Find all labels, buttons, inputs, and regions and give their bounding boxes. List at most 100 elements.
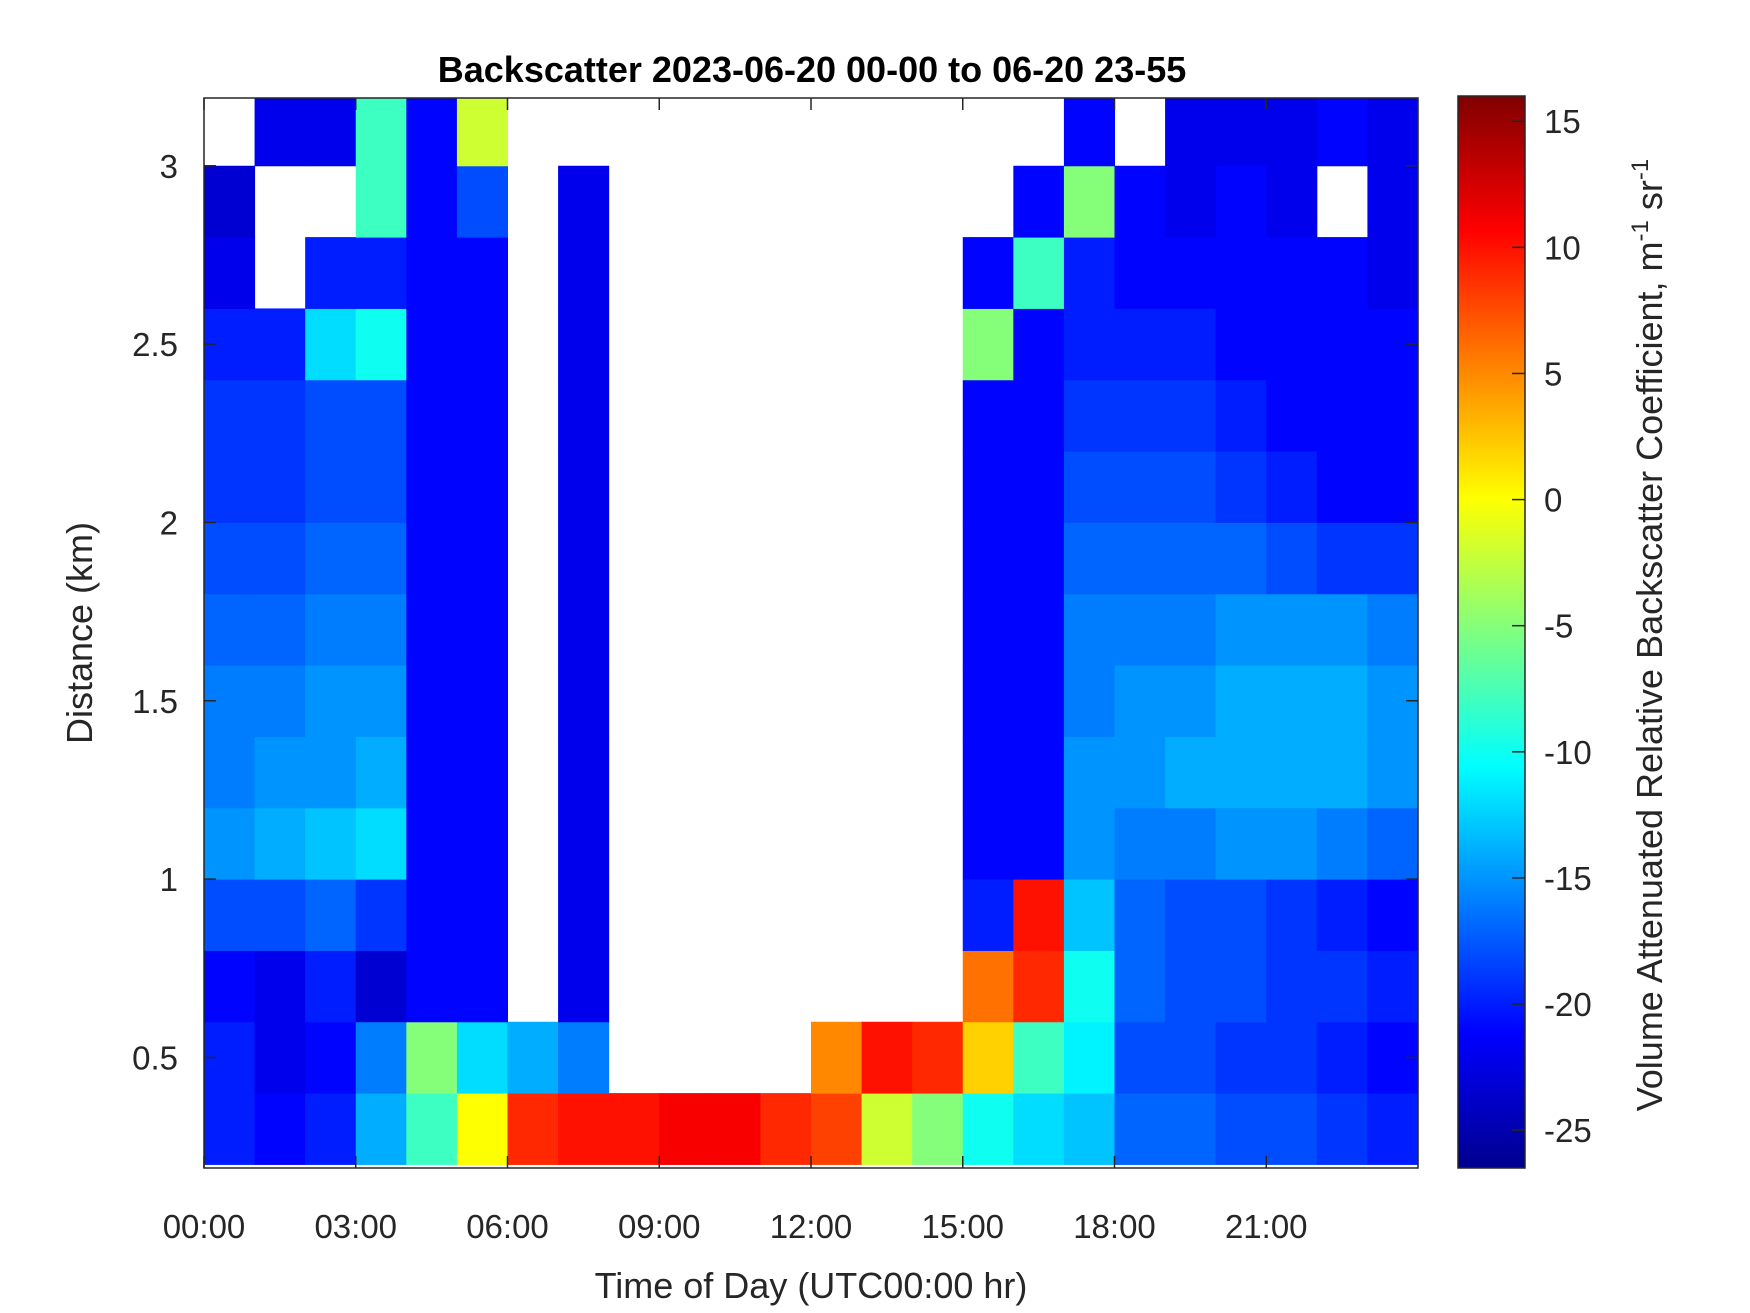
heatmap-cell xyxy=(558,308,610,381)
heatmap-cell xyxy=(1063,308,1115,381)
heatmap-cell xyxy=(1215,807,1267,880)
heatmap-cell xyxy=(305,807,357,880)
heatmap-cell xyxy=(1013,165,1065,238)
heatmap-cell xyxy=(558,665,610,737)
heatmap-cell xyxy=(254,736,306,809)
y-tick-label: 3 xyxy=(160,148,178,185)
heatmap-cell xyxy=(355,165,407,238)
heatmap-cell xyxy=(406,593,458,666)
heatmap-cell xyxy=(254,308,306,381)
heatmap-cell xyxy=(1114,950,1166,1023)
heatmap-cell xyxy=(1165,451,1217,523)
heatmap-cell xyxy=(1316,1093,1368,1165)
heatmap-cell xyxy=(305,379,357,452)
heatmap-cell xyxy=(1114,1093,1166,1165)
heatmap-cell xyxy=(1013,237,1065,309)
heatmap-cell xyxy=(760,1093,812,1165)
heatmap-cell xyxy=(1063,879,1115,951)
heatmap-cell xyxy=(406,1093,458,1165)
heatmap-cell xyxy=(406,665,458,737)
heatmap-cell xyxy=(1316,665,1368,737)
heatmap-cell xyxy=(305,98,357,167)
heatmap-cell xyxy=(962,379,1014,452)
heatmap-cell xyxy=(1316,237,1368,309)
heatmap-cell xyxy=(1165,807,1217,880)
heatmap-cell xyxy=(1316,807,1368,880)
heatmap-cell xyxy=(558,1093,610,1165)
heatmap-cell xyxy=(406,1021,458,1094)
heatmap-cell xyxy=(355,879,407,951)
heatmap-cell xyxy=(558,1021,610,1094)
heatmap-cell xyxy=(608,1093,660,1165)
heatmap-cell xyxy=(1367,165,1419,238)
x-axis-label: Time of Day (UTC00:00 hr) xyxy=(595,1265,1028,1306)
heatmap-cell xyxy=(659,1093,711,1165)
heatmap-cell xyxy=(355,1021,407,1094)
heatmap-cell xyxy=(204,237,256,309)
x-tick-label: 03:00 xyxy=(314,1208,397,1245)
heatmap-cell xyxy=(1316,379,1368,452)
heatmap-cell xyxy=(1063,736,1115,809)
heatmap-cell xyxy=(1215,451,1267,523)
heatmap-cell xyxy=(1114,736,1166,809)
heatmap-cell xyxy=(1114,807,1166,880)
heatmap-cell xyxy=(1165,1093,1217,1165)
heatmap-cell xyxy=(558,165,610,238)
heatmap-cell xyxy=(1165,950,1217,1023)
heatmap-cell xyxy=(355,1093,407,1165)
heatmap-cell xyxy=(456,1093,508,1165)
heatmap-cell xyxy=(254,593,306,666)
heatmap-cell xyxy=(1266,308,1318,381)
x-tick-label: 06:00 xyxy=(466,1208,549,1245)
heatmap-cell xyxy=(355,522,407,595)
heatmap-cell xyxy=(962,950,1014,1023)
heatmap-cell xyxy=(406,165,458,238)
heatmap-cell xyxy=(962,522,1014,595)
heatmap-cell xyxy=(1266,950,1318,1023)
x-tick-label: 15:00 xyxy=(921,1208,1004,1245)
heatmap-cell xyxy=(456,593,508,666)
heatmap-cell xyxy=(861,1093,913,1165)
heatmap-cell xyxy=(254,522,306,595)
heatmap-cell xyxy=(305,736,357,809)
x-tick-label: 12:00 xyxy=(770,1208,853,1245)
heatmap-cell xyxy=(1013,950,1065,1023)
heatmap-cell xyxy=(204,593,256,666)
heatmap-cell xyxy=(1215,98,1267,167)
heatmap-cell xyxy=(1266,98,1318,167)
heatmap-cell xyxy=(1316,308,1368,381)
heatmap-cell xyxy=(1316,736,1368,809)
heatmap-cell xyxy=(1013,665,1065,737)
heatmap-cell xyxy=(456,807,508,880)
heatmap-cell xyxy=(456,1021,508,1094)
heatmap-cell xyxy=(1367,522,1419,595)
heatmap-cell xyxy=(456,522,508,595)
heatmap-cell xyxy=(507,1093,559,1165)
heatmap-cell xyxy=(1316,451,1368,523)
heatmap-cell xyxy=(1367,879,1419,951)
heatmap-cell xyxy=(861,1021,913,1094)
heatmap-cell xyxy=(1367,379,1419,452)
heatmap-cell xyxy=(1266,807,1318,880)
heatmap-cell xyxy=(254,379,306,452)
heatmap-cell xyxy=(1215,379,1267,452)
colorbar-label-mid: sr xyxy=(1629,180,1670,220)
heatmap-cell xyxy=(406,522,458,595)
heatmap-cell xyxy=(709,1093,761,1165)
heatmap-cell xyxy=(1316,98,1368,167)
heatmap-cell xyxy=(254,950,306,1023)
chart-title: Backscatter 2023-06-20 00-00 to 06-20 23… xyxy=(438,49,1187,90)
y-tick-label: 1.5 xyxy=(132,683,178,720)
heatmap-cell xyxy=(811,1093,863,1165)
colorbar-ticks: 15 10 5 0 -5 -10 -15 -20 -25 xyxy=(1512,103,1592,1149)
heatmap-cell xyxy=(1266,665,1318,737)
heatmap-cell xyxy=(254,451,306,523)
heatmap-cell xyxy=(1063,237,1115,309)
heatmap-cell xyxy=(355,736,407,809)
colorbar-tick-label: -25 xyxy=(1544,1112,1592,1149)
x-tick-label: 18:00 xyxy=(1073,1208,1156,1245)
heatmap-cell xyxy=(962,1021,1014,1094)
y-tick-label: 0.5 xyxy=(132,1039,178,1076)
heatmap-cell xyxy=(1266,1093,1318,1165)
